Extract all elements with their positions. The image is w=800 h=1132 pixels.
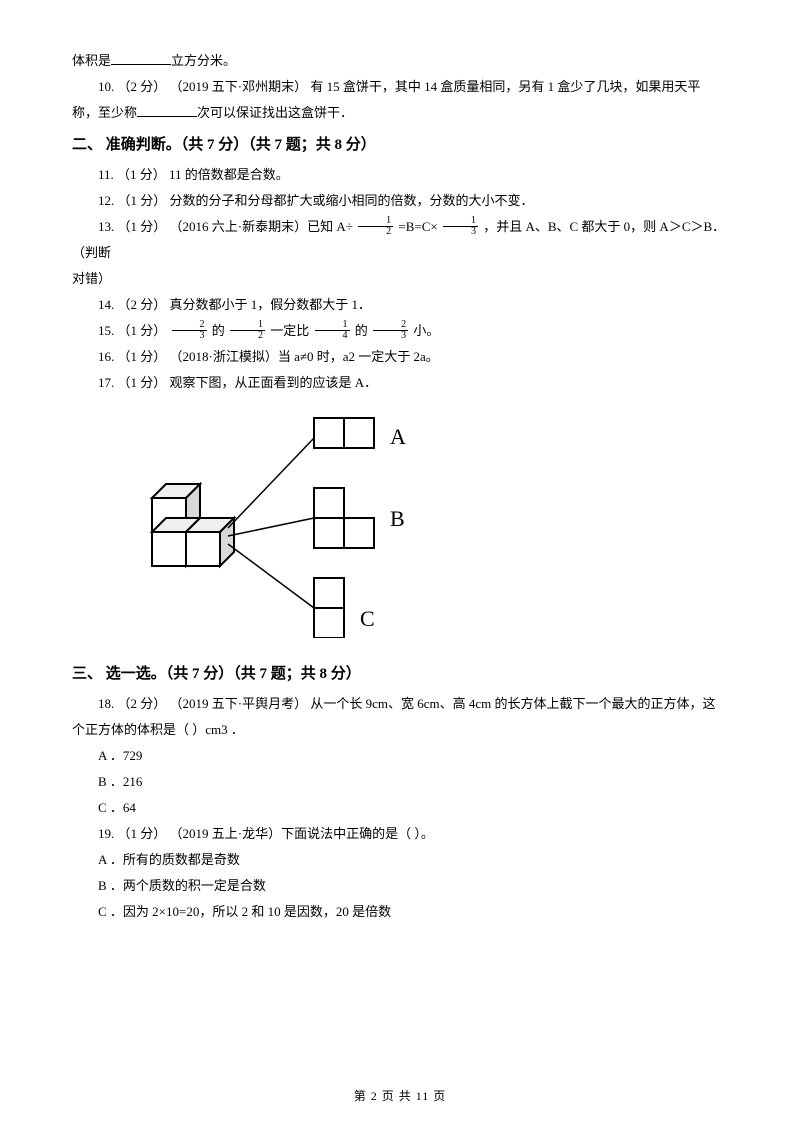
view-c (314, 578, 344, 638)
blank-q9 (111, 52, 171, 65)
q16: 16. （1 分） （2018·浙江模拟）当 a≠0 时，a2 一定大于 2a。 (72, 344, 728, 370)
q18-opt-b: B ．216 (72, 769, 728, 795)
q18-line1: 18. （2 分） （2019 五下·平舆月考） 从一个长 9cm、宽 6cm、… (72, 691, 728, 717)
q17-figure: A B C (132, 408, 728, 647)
q13-line2: 对错） (72, 266, 728, 292)
q15: 15. （1 分） 23 的 12 一定比 14 的 23 小。 (72, 318, 728, 344)
q10-line2: 称，至少称 次可以保证找出这盒饼干． (72, 100, 728, 126)
label-b: B (390, 506, 405, 531)
q17: 17. （1 分） 观察下图，从正面看到的应该是 A． (72, 370, 728, 396)
q19-opt-c: C ．因为 2×10=20，所以 2 和 10 是因数，20 是倍数 (72, 899, 728, 925)
q12: 12. （1 分） 分数的分子和分母都扩大或缩小相同的倍数，分数的大小不变． (72, 188, 728, 214)
blank-q10 (137, 104, 197, 117)
q19-opt-b: B ．两个质数的积一定是合数 (72, 873, 728, 899)
fraction-2-3b: 23 (373, 320, 408, 341)
fraction-1-2b: 12 (230, 320, 265, 341)
q9-continuation: 体积是 立方分米。 (72, 48, 728, 74)
q18-opt-c: C ．64 (72, 795, 728, 821)
view-b (314, 488, 374, 548)
view-a (314, 418, 374, 448)
connector-lines (228, 438, 314, 608)
label-a: A (390, 424, 406, 449)
q10-suffix: 次可以保证找出这盒饼干． (197, 105, 353, 120)
q19-opt-a: A ．所有的质数都是奇数 (72, 847, 728, 873)
label-c: C (360, 606, 375, 631)
q9-suffix: 立方分米。 (171, 53, 236, 68)
fraction-1-3: 13 (443, 216, 478, 237)
q18-line2: 个正方体的体积是（ ）cm3 ． (72, 717, 728, 743)
page-footer: 第 2 页 共 11 页 (0, 1084, 800, 1108)
section-3-title: 三、 选一选。（共 7 分）（共 7 题；共 8 分） (72, 659, 728, 689)
fraction-2-3a: 23 (172, 320, 207, 341)
q10-prefix: 称，至少称 (72, 105, 137, 120)
cube-stack (152, 484, 234, 566)
q9-prefix: 体积是 (72, 53, 111, 68)
cube-views-svg: A B C (132, 408, 432, 638)
q14: 14. （2 分） 真分数都小于 1，假分数都大于 1． (72, 292, 728, 318)
fraction-1-4: 14 (315, 320, 350, 341)
q10-line1: 10. （2 分） （2019 五下·邓州期末） 有 15 盒饼干，其中 14 … (72, 74, 728, 100)
q18-opt-a: A ．729 (72, 743, 728, 769)
section-2-title: 二、 准确判断。（共 7 分）（共 7 题；共 8 分） (72, 130, 728, 160)
fraction-1-2: 12 (358, 216, 393, 237)
q13-line1: 13. （1 分） （2016 六上·新泰期末）已知 A÷ 12 =B=C× 1… (72, 214, 728, 266)
q19-line1: 19. （1 分） （2019 五上·龙华）下面说法中正确的是（ ）。 (72, 821, 728, 847)
q11: 11. （1 分） 11 的倍数都是合数。 (72, 162, 728, 188)
